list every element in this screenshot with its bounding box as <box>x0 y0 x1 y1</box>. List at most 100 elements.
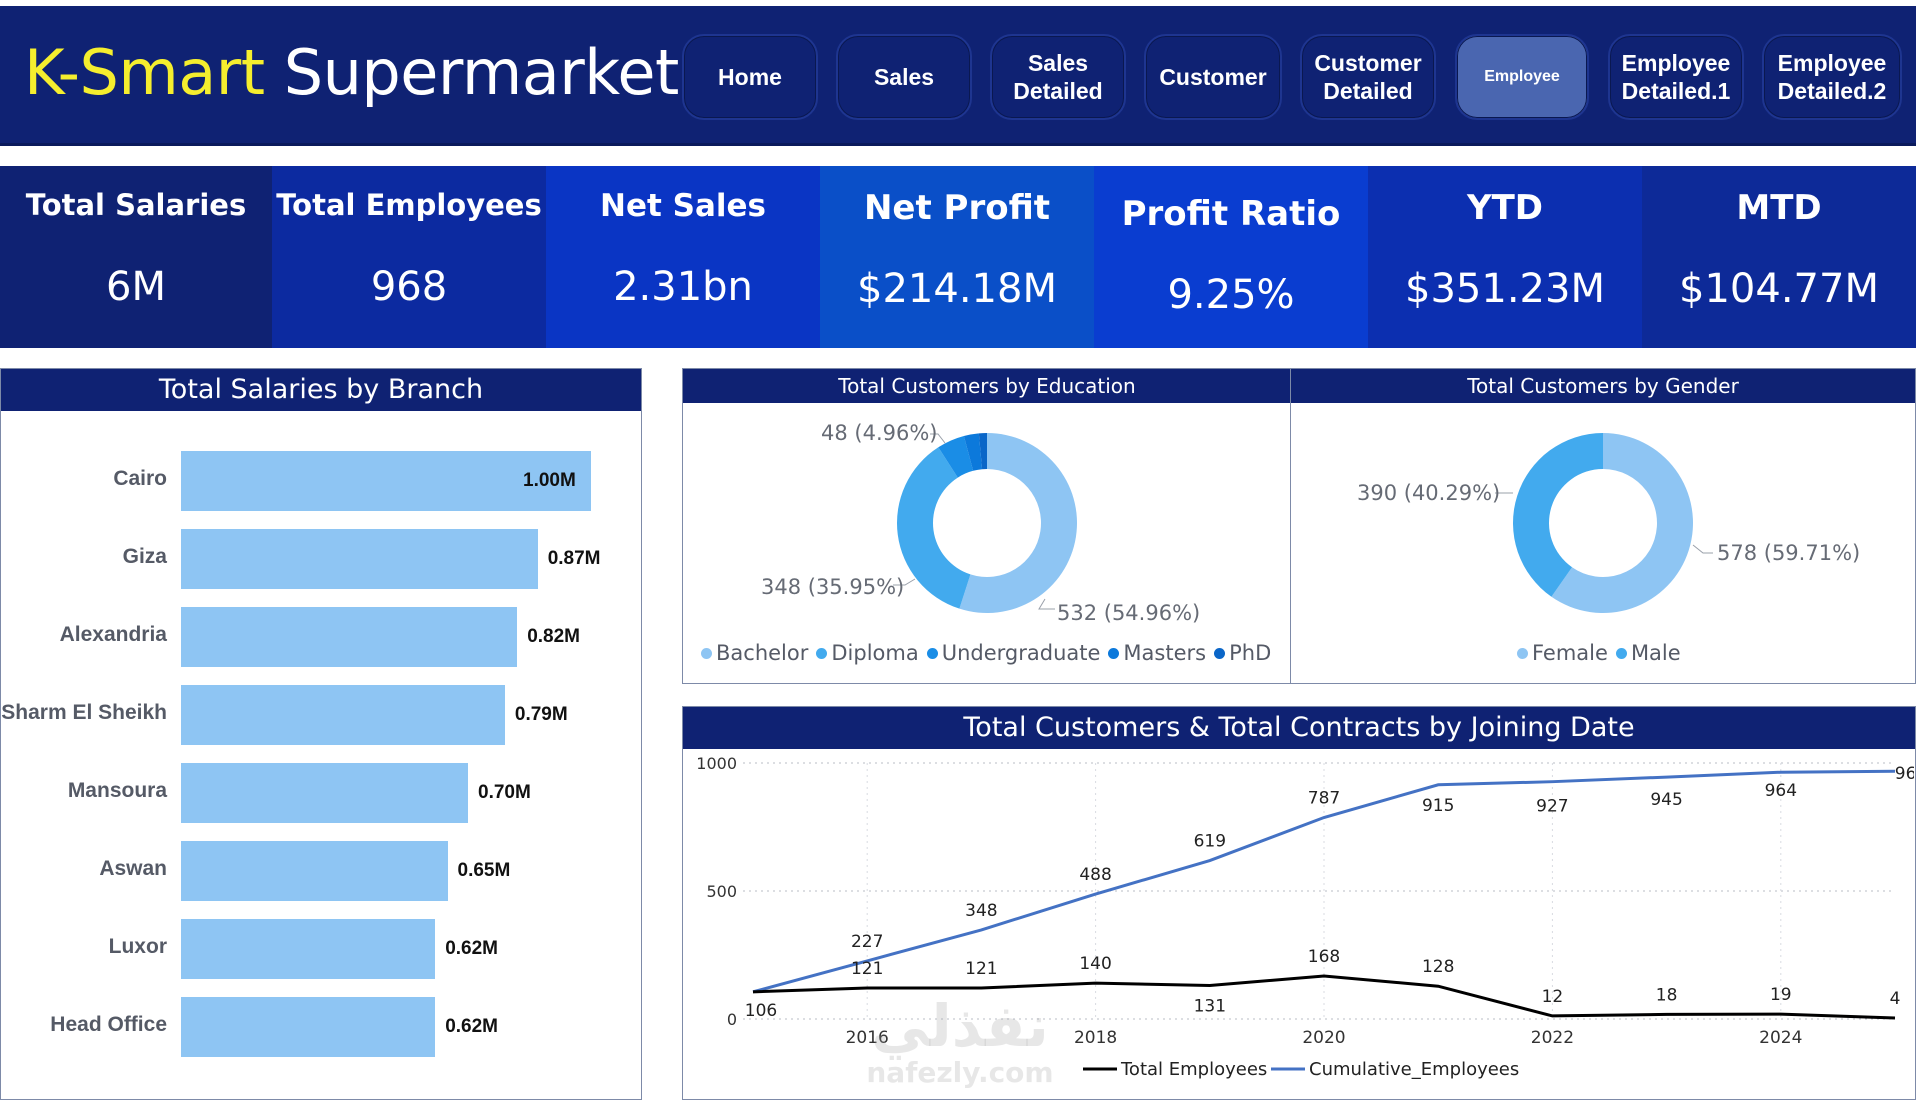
bar-value-alexandria: 0.82M <box>527 626 580 647</box>
nav-sales-detailed-button[interactable]: Sales Detailed <box>990 34 1126 120</box>
customers-by-gender-panel: Total Customers by Gender 578 (59.71%) 39… <box>1290 368 1916 684</box>
bar-value-head-office: 0.62M <box>445 1016 498 1037</box>
kpi-value: 2.31bn <box>613 264 753 310</box>
legend-item-male[interactable]: Male <box>1615 641 1681 665</box>
kpi-title: Net Sales <box>600 188 766 224</box>
bar-cairo[interactable] <box>181 451 591 511</box>
bar-value-cairo: 1.00M <box>523 470 576 491</box>
bar-sharm-el-sheikh[interactable] <box>181 685 505 745</box>
point-label-cumulative-employees: 348 <box>965 901 997 921</box>
slice-male[interactable] <box>1513 433 1603 597</box>
customers-contracts-line-panel: Total Customers & Total Contracts by Joi… <box>682 706 1916 1100</box>
gender-donut-chart <box>1495 433 1713 613</box>
bar-value-luxor: 0.62M <box>445 938 498 959</box>
bar-alexandria[interactable] <box>181 607 518 667</box>
panel-title: Total Customers by Education <box>683 369 1291 403</box>
data-label-male: 390 (40.29%) <box>1357 481 1501 505</box>
legend-label: Male <box>1630 641 1681 665</box>
legend-dot <box>926 647 938 659</box>
header-bar: K-Smart Supermarket Home Sales Sales Det… <box>0 6 1916 146</box>
point-label-cumulative-employees: 945 <box>1650 790 1682 810</box>
kpi-title: Total Salaries <box>25 188 247 222</box>
legend-item-masters[interactable]: Masters <box>1108 641 1206 665</box>
legend-item-total-employees[interactable]: Total Employees <box>1083 1059 1267 1080</box>
point-label-cumulative-employees: 488 <box>1079 865 1111 885</box>
kpi-value: $214.18M <box>857 266 1057 312</box>
bar-luxor[interactable] <box>181 919 436 979</box>
kpi-title: MTD <box>1736 188 1822 228</box>
watermark-url: nafezly.com <box>866 1056 1054 1089</box>
app-title: K-Smart Supermarket <box>24 36 679 109</box>
data-label-undergraduate: 48 (4.96%) <box>821 421 938 445</box>
series-line-cumulative-employees[interactable] <box>752 769 1896 994</box>
series-line-total-employees[interactable] <box>752 974 1896 1020</box>
nav-home-button[interactable]: Home <box>682 34 818 120</box>
legend-label: Diploma <box>831 641 919 665</box>
salaries-by-branch-panel: Total Salaries by Branch Cairo 1.00M Giza 0… <box>0 368 642 1100</box>
point-label-cumulative-employees: 915 <box>1422 796 1454 816</box>
nav-sales-button[interactable]: Sales <box>836 34 972 120</box>
legend-label: Undergraduate <box>941 641 1101 665</box>
legend-dot <box>1517 647 1528 659</box>
slice-bachelor[interactable] <box>959 433 1077 613</box>
nav-employee-button[interactable]: Employee <box>1455 34 1589 120</box>
slice-undergraduate[interactable] <box>938 436 974 478</box>
bar-label-cairo: Cairo <box>113 467 167 490</box>
point-label-cumulative-employees: 927 <box>1536 797 1568 817</box>
legend-item-phd[interactable]: PhD <box>1214 641 1271 665</box>
legend-dot <box>1214 647 1226 659</box>
watermark-arabic: نفذلي <box>871 992 1049 1060</box>
point-label-total-employees: 121 <box>965 959 997 979</box>
x-tick-label: 2018 <box>1074 1028 1117 1048</box>
kpi-value: 9.25% <box>1167 272 1295 318</box>
bar-value-sharm-el-sheikh: 0.79M <box>514 704 568 725</box>
bar-label-alexandria: Alexandria <box>59 623 167 646</box>
bar-giza[interactable] <box>181 529 538 589</box>
bar-value-giza: 0.87M <box>547 548 601 569</box>
bar-aswan[interactable] <box>181 841 448 901</box>
bar-head-office[interactable] <box>181 997 436 1057</box>
kpi-title: Profit Ratio <box>1121 194 1341 234</box>
slice-diploma[interactable] <box>897 447 971 609</box>
slice-female[interactable] <box>1551 433 1693 613</box>
legend-item-cumulative-employees[interactable]: Cumulative_Employees <box>1271 1059 1519 1080</box>
point-label-cumulative-employees: 619 <box>1194 832 1226 852</box>
point-label-total-employees: 121 <box>851 959 883 979</box>
kpi-title: Net Profit <box>863 188 1051 228</box>
education-legend: Bachelor Diploma Undergraduate Masters PhD <box>701 641 1279 665</box>
bar-label-aswan: Aswan <box>99 857 167 880</box>
nav-employee-detailed-1-button[interactable]: Employee Detailed.1 <box>1608 34 1744 120</box>
kpi-mtd: MTD $104.77M <box>1642 166 1916 348</box>
nav-employee-detailed-2-button[interactable]: Employee Detailed.2 <box>1762 34 1902 120</box>
gender-legend: Female Male <box>1517 641 1689 665</box>
legend-item-diploma[interactable]: Diploma <box>816 641 919 665</box>
x-tick-label: 2020 <box>1302 1028 1345 1048</box>
legend-item-undergraduate[interactable]: Undergraduate <box>926 641 1101 665</box>
legend-label: PhD <box>1229 641 1272 665</box>
customers-by-education-panel: Total Customers by Education 532 (54.96%… <box>682 368 1292 684</box>
legend-label: Bachelor <box>716 641 809 665</box>
nav-customer-button[interactable]: Customer <box>1144 34 1282 120</box>
bar-label-giza: Giza <box>122 545 167 568</box>
x-tick-label: 2022 <box>1531 1028 1574 1048</box>
slice-phd[interactable] <box>978 433 987 470</box>
kpi-value: 6M <box>106 264 166 310</box>
x-tick-label: 2024 <box>1759 1028 1802 1048</box>
kpi-profit-ratio: Profit Ratio 9.25% <box>1094 166 1368 348</box>
leader-line-bachelor <box>1038 598 1055 610</box>
point-label-total-employees: 131 <box>1194 996 1226 1016</box>
y-tick-label: 500 <box>706 882 737 901</box>
legend-item-bachelor[interactable]: Bachelor <box>701 641 808 665</box>
point-label-total-employees: 12 <box>1542 987 1564 1007</box>
leader-line-undergraduate <box>930 433 946 444</box>
legend-dot <box>1108 647 1120 659</box>
slice-masters[interactable] <box>963 433 983 471</box>
y-tick-label: 1000 <box>696 754 737 773</box>
bar-mansoura[interactable] <box>181 763 468 823</box>
point-label-cumulative-employees: 227 <box>851 932 883 952</box>
legend-item-female[interactable]: Female <box>1517 641 1608 665</box>
point-label-total-employees: 128 <box>1422 957 1454 977</box>
bar-label-sharm-el-sheikh: Sharm El Sheikh <box>1 701 167 724</box>
nav-customer-detailed-button[interactable]: Customer Detailed <box>1300 34 1436 120</box>
